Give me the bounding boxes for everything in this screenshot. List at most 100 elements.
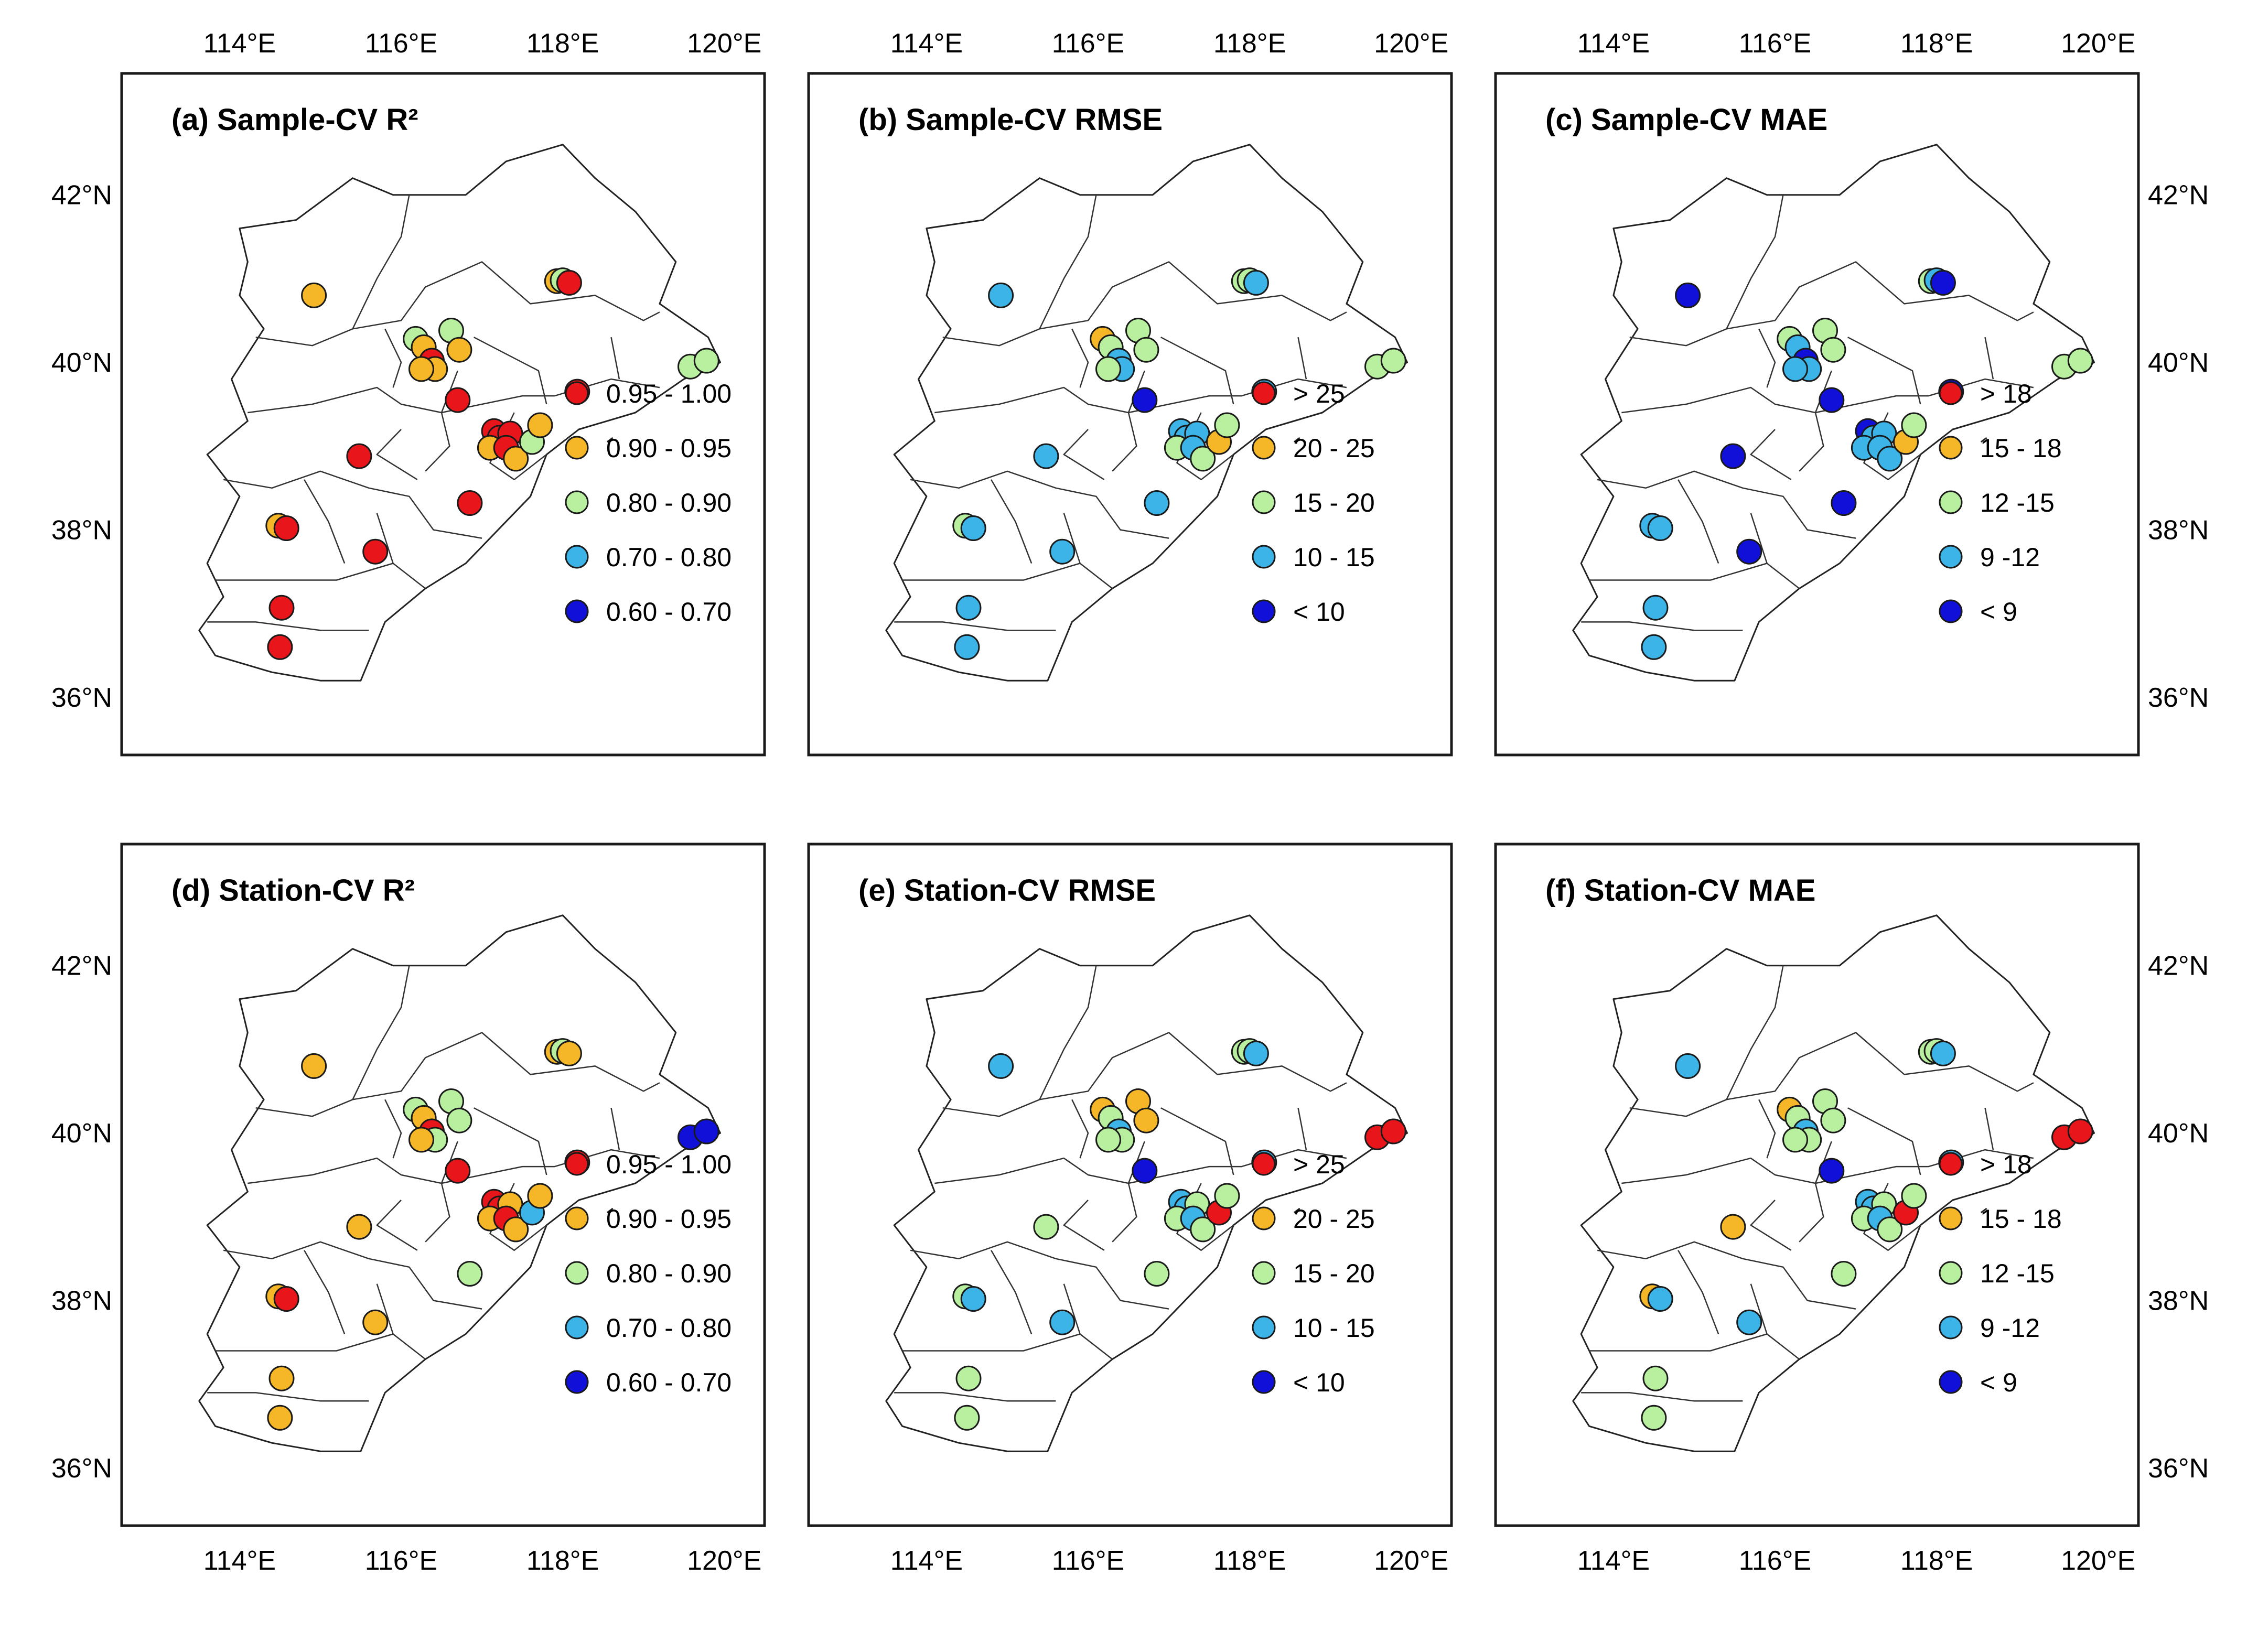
longitude-tick-label: 118°E xyxy=(1900,28,1973,59)
county-boundary xyxy=(1071,1099,1089,1159)
county-boundary xyxy=(1039,195,1097,329)
county-boundary xyxy=(1589,1333,1800,1360)
county-boundary xyxy=(1297,1107,1307,1150)
island-mark xyxy=(1980,437,1987,443)
legend-label: 0.70 - 0.80 xyxy=(606,1313,732,1343)
station-marker xyxy=(301,282,327,308)
station-marker xyxy=(268,595,295,621)
longitude-tick-label: 118°E xyxy=(1213,28,1286,59)
station-marker xyxy=(1380,1118,1406,1144)
county-boundary xyxy=(942,261,1347,347)
station-marker xyxy=(1049,1309,1076,1335)
county-boundary xyxy=(1678,1250,1719,1334)
station-markers xyxy=(1639,1038,2093,1431)
county-boundary xyxy=(1726,965,1784,1100)
station-marker xyxy=(527,1183,553,1209)
county-boundary xyxy=(1589,563,1800,589)
station-marker xyxy=(693,1118,719,1144)
station-marker xyxy=(1831,490,1857,516)
county-boundary xyxy=(223,470,482,539)
county-boundary xyxy=(474,337,547,405)
island-mark xyxy=(1293,437,1300,443)
legend-label: 0.95 - 1.00 xyxy=(606,1150,732,1179)
latitude-tick-label-left: 38°N xyxy=(51,515,112,546)
county-boundary xyxy=(1984,1107,1994,1150)
legend-label: 0.60 - 0.70 xyxy=(606,597,732,627)
legend-label: 0.80 - 0.90 xyxy=(606,1259,732,1288)
station-marker xyxy=(556,1040,582,1066)
station-marker xyxy=(346,1214,372,1240)
longitude-tick-label: 116°E xyxy=(365,28,437,59)
legend-swatch xyxy=(565,1206,589,1230)
legend-swatch xyxy=(565,599,589,623)
county-boundary xyxy=(1847,337,1921,405)
longitude-tick-label: 118°E xyxy=(526,28,599,59)
county-boundary xyxy=(304,1250,346,1334)
latitude-tick-label-right: 38°N xyxy=(2148,515,2209,546)
legend: 0.95 - 1.00 0.90 - 0.95 0.80 - 0.90 0.70 - … xyxy=(565,1150,732,1397)
legend-swatch xyxy=(1252,381,1276,405)
county-boundary xyxy=(352,195,410,329)
longitude-tick-label: 120°E xyxy=(2061,28,2135,59)
latitude-tick-label-left: 42°N xyxy=(51,180,112,211)
latitude-tick-label-right: 42°N xyxy=(2148,180,2209,211)
county-boundary xyxy=(1597,1241,1856,1310)
latitude-tick-label-right: 40°N xyxy=(2148,1118,2209,1149)
station-marker xyxy=(1831,1261,1857,1287)
county-boundary xyxy=(1750,1200,1792,1251)
county-boundary xyxy=(910,1241,1169,1310)
map-panel-a: (a) Sample-CV R²0.95 - 1.000.90 - 0.950.… xyxy=(120,72,766,757)
station-marker xyxy=(1642,595,1669,621)
legend-swatch xyxy=(565,381,589,405)
station-marker xyxy=(1647,1286,1673,1312)
legend-swatch xyxy=(565,1152,589,1176)
legend-label: > 25 xyxy=(1293,379,1345,408)
station-marker xyxy=(1049,538,1076,565)
county-boundary xyxy=(1750,429,1792,480)
station-marker xyxy=(1033,1214,1059,1240)
station-marker xyxy=(1675,282,1701,308)
station-marker xyxy=(446,337,472,363)
legend-label: 15 - 18 xyxy=(1980,1204,2062,1234)
legend-label: 20 - 25 xyxy=(1293,1204,1375,1234)
legend-swatch xyxy=(1939,490,1963,514)
station-marker xyxy=(408,1127,434,1153)
station-marker xyxy=(1647,515,1673,541)
county-boundary xyxy=(1597,470,1856,539)
legend: > 25 20 - 25 15 - 20 10 - 15 < 10 xyxy=(1252,1150,1375,1397)
station-marker xyxy=(693,348,719,374)
county-boundary xyxy=(1678,479,1719,564)
station-marker xyxy=(1033,443,1059,469)
station-marker xyxy=(503,446,529,472)
station-marker xyxy=(457,1261,483,1287)
county-boundary xyxy=(894,621,1056,631)
county-boundary xyxy=(1160,1107,1234,1175)
panel-title: (d) Station-CV R² xyxy=(171,873,415,908)
county-boundary xyxy=(1039,965,1097,1100)
station-marker xyxy=(1901,412,1927,438)
legend-swatch xyxy=(565,1315,589,1340)
station-marker xyxy=(273,1286,299,1312)
station-marker xyxy=(1736,1309,1762,1335)
legend-swatch xyxy=(1252,1261,1276,1285)
station-marker xyxy=(1820,1107,1846,1133)
legend-swatch xyxy=(1252,599,1276,623)
longitude-tick-label: 114°E xyxy=(890,1546,963,1576)
legend-swatch xyxy=(1939,1370,1963,1394)
station-marker xyxy=(1133,1107,1159,1133)
station-marker xyxy=(988,1053,1014,1079)
latitude-tick-label-left: 40°N xyxy=(51,1118,112,1149)
station-marker xyxy=(1820,337,1846,363)
legend-swatch xyxy=(1939,436,1963,460)
station-marker xyxy=(1782,1127,1808,1153)
legend-swatch xyxy=(565,1370,589,1394)
station-markers xyxy=(952,1038,1406,1431)
latitude-tick-label-right: 36°N xyxy=(2148,683,2209,713)
longitude-tick-label: 114°E xyxy=(1577,1546,1650,1576)
legend-swatch xyxy=(1939,381,1963,405)
county-boundary xyxy=(304,479,346,564)
map-panel-c: (c) Sample-CV MAE > 18 15 - 18 12 -15 9 -12 <… xyxy=(1494,72,2140,757)
panel-title: (c) Sample-CV MAE xyxy=(1545,103,1827,137)
station-marker xyxy=(1380,348,1406,374)
island-mark xyxy=(1293,1207,1300,1214)
